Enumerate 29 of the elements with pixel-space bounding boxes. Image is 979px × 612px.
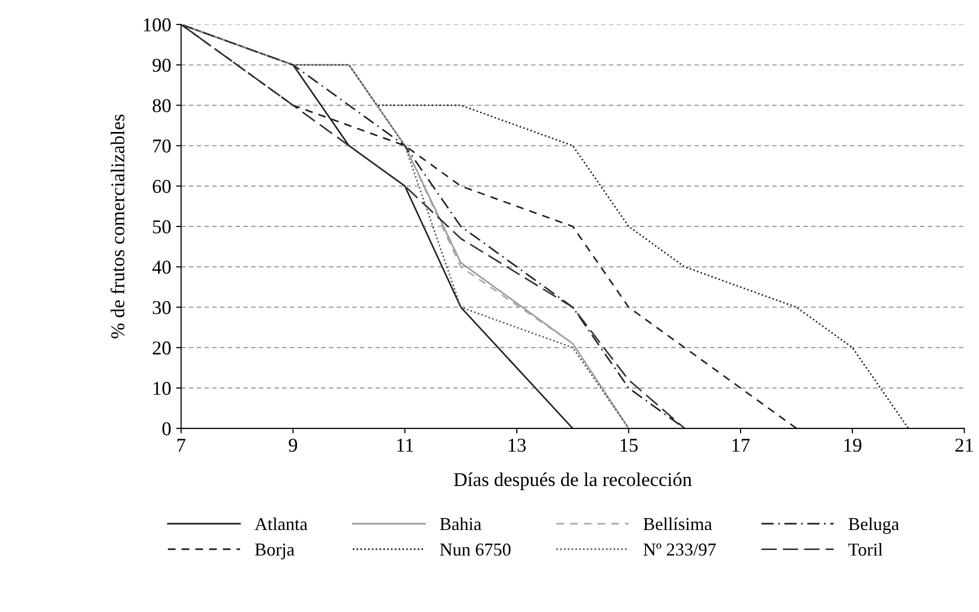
y-tick-label: 80	[152, 99, 171, 112]
x-tick-label: 15	[620, 438, 638, 452]
y-axis-title: % de frutos comercializables	[110, 114, 124, 338]
x-tick-label: 19	[844, 438, 862, 452]
y-tick-label: 90	[152, 58, 171, 72]
y-tick-label: 20	[152, 341, 171, 355]
x-tick-label: 9	[288, 438, 298, 452]
legend-label: Bellísima	[644, 517, 712, 530]
x-tick-label: 11	[397, 438, 414, 452]
legend-label: Beluga	[848, 517, 900, 534]
x-tick-label: 13	[508, 438, 526, 452]
y-tick-label: 50	[153, 220, 171, 234]
legend-label: Atlanta	[254, 517, 308, 530]
y-tick-label: 40	[152, 260, 171, 274]
x-axis-title: Días después de la recolección	[454, 472, 692, 490]
y-tick-label: 100	[144, 18, 171, 32]
legend-label: Nº 233/97	[644, 544, 716, 556]
y-tick-label: 60	[152, 180, 171, 193]
y-tick-label: 30	[152, 301, 171, 314]
y-tick-label: 10	[154, 382, 171, 395]
y-tick-label: 70	[153, 139, 171, 153]
x-tick-label: 17	[732, 438, 750, 452]
x-tick-label: 21	[955, 438, 973, 452]
legend-label: Borja	[255, 544, 294, 560]
x-tick-label: 7	[178, 438, 186, 452]
legend-label: Toril	[848, 543, 883, 556]
legend-label: Bahia	[440, 517, 482, 530]
y-tick-label: 0	[162, 422, 171, 436]
legend-label: Nun 6750	[440, 544, 511, 556]
